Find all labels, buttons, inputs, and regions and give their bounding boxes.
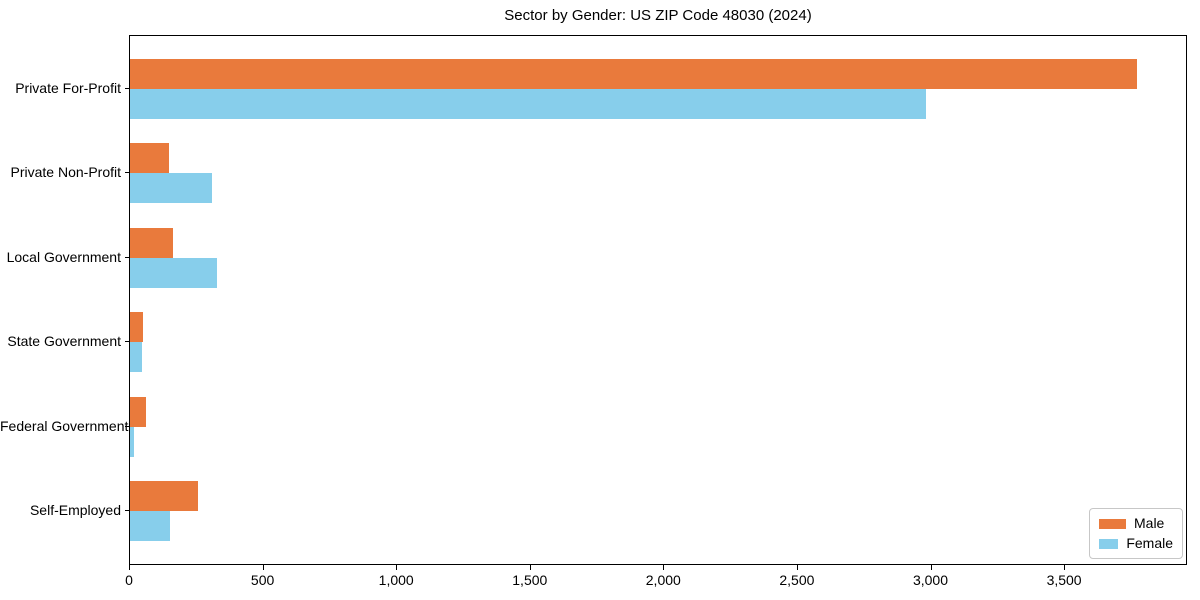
legend-item-female: Female [1099,536,1173,551]
xtick-label-3500: 3,500 [1046,572,1082,588]
ytick-mark [125,172,129,174]
bar-female-private-non-profit [130,173,212,204]
ytick-mark [125,256,129,258]
ytick-label-self-employed: Self-Employed [29,502,121,518]
ytick-mark [125,510,129,511]
ytick-label-local-government: Local Government [6,248,121,265]
xtick-mark [396,565,398,570]
xtick-mark [796,565,798,570]
xtick-label-0: 0 [125,572,133,588]
xtick-mark [529,565,531,570]
chart-title: Sector by Gender: US ZIP Code 48030 (202… [504,7,812,24]
ytick-label-private-non-profit: Private Non-Profit [10,164,121,181]
bar-female-self-employed [130,511,171,541]
xtick-mark [129,565,130,570]
legend-swatch-female [1099,538,1119,549]
bar-female-state-government [130,342,142,373]
plot-area [129,35,1187,565]
xtick-label-2500: 2,500 [779,572,815,588]
xtick-mark [663,565,665,570]
xtick-mark [262,565,264,570]
ytick-mark [125,425,129,427]
legend-swatch-male [1099,518,1126,529]
bar-female-local-government [130,257,217,288]
ytick-mark [125,88,129,89]
legend: Male Female [1089,508,1183,559]
xtick-label-3000: 3,000 [912,572,949,588]
ytick-label-state-government: State Government [7,333,121,350]
bar-male-local-government [130,227,173,258]
bar-female-private-for-profit [130,89,927,119]
xtick-mark [1064,565,1066,570]
bar-male-state-government [130,312,143,343]
legend-label-female: Female [1126,535,1173,551]
xtick-mark [930,565,932,570]
ytick-mark [125,341,129,343]
legend-label-male: Male [1134,515,1165,531]
ytick-label-federal-government: Federal Government [0,417,129,434]
bar-male-private-for-profit [130,59,1138,89]
ytick-label-private-for-profit: Private For-Profit [15,80,121,96]
xtick-label-500: 500 [250,572,275,588]
xtick-label-1500: 1,500 [512,572,548,588]
xtick-label-2000: 2,000 [645,572,681,588]
bar-male-private-non-profit [130,143,169,174]
xtick-label-1000: 1,000 [378,572,414,588]
bar-male-federal-government [130,396,146,427]
bar-male-self-employed [130,481,199,511]
bar-female-federal-government [130,426,134,457]
legend-item-male: Male [1099,516,1173,531]
